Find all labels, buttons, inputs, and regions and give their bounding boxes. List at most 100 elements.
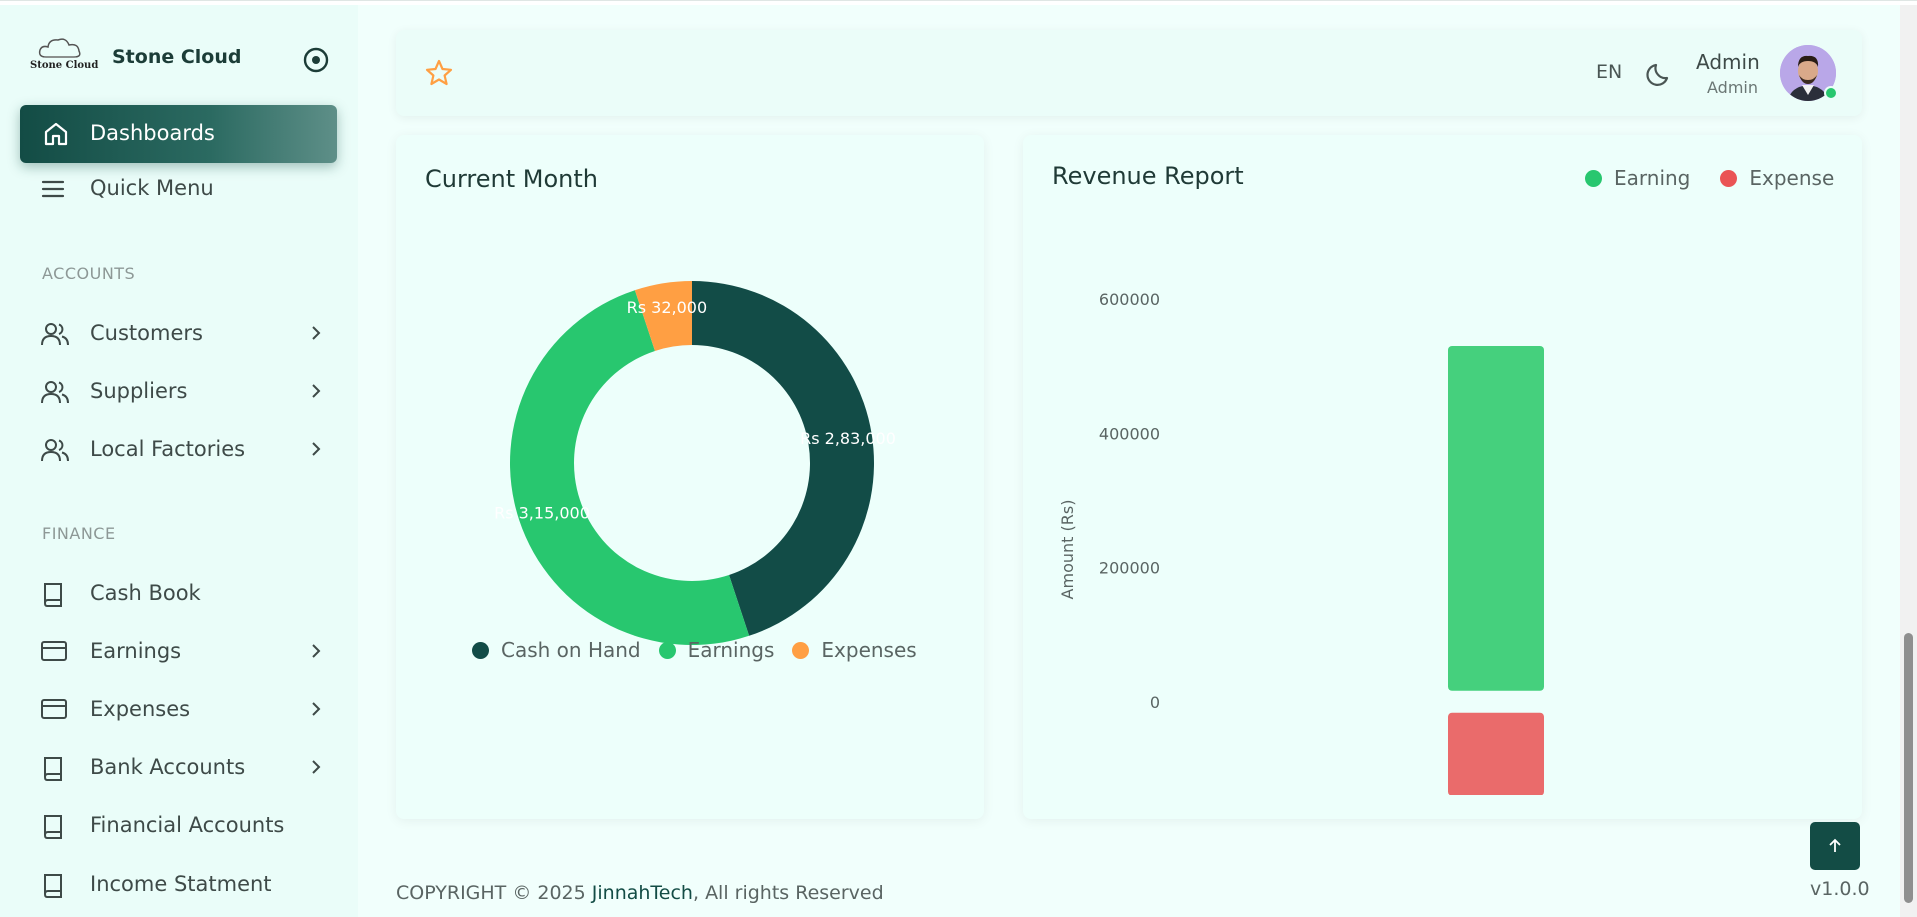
current-month-card: Current Month Rs 2,83,000 Rs 3,15,000 Rs 3… — [396, 135, 984, 819]
legend-dot — [472, 641, 489, 659]
legend-label: Expenses — [821, 638, 917, 662]
chevron-right-icon — [310, 759, 322, 779]
legend-dot — [658, 641, 676, 659]
pin-sidebar-icon[interactable] — [302, 46, 330, 74]
slice-data-label: Rs 2,83,000 — [800, 429, 896, 448]
brand-logo[interactable]: Stone Cloud — [28, 35, 98, 75]
sidebar-item-label: Income Statment — [90, 872, 272, 896]
sidebar: Stone Cloud Stone Cloud Dashboards Quick… — [0, 5, 358, 917]
chevron-right-icon — [310, 441, 322, 461]
users-icon — [40, 379, 70, 409]
section-title-accounts: ACCOUNTS — [42, 264, 136, 283]
legend-item-expense[interactable]: Expense — [1720, 166, 1834, 190]
revenue-legend: Earning Expense — [1585, 166, 1852, 190]
book-icon — [40, 755, 66, 787]
bar-earning[interactable] — [1448, 345, 1544, 691]
section-title-finance: FINANCE — [42, 524, 116, 543]
y-axis-label: Amount (Rs) — [1058, 500, 1077, 600]
sidebar-item-bank-accounts[interactable]: Bank Accounts — [20, 742, 337, 794]
slice-earnings[interactable] — [510, 290, 750, 645]
card-title: Revenue Report — [1052, 162, 1244, 190]
online-status-dot — [1824, 86, 1838, 100]
sidebar-item-label: Quick Menu — [90, 176, 214, 200]
app-version: v1.0.0 — [1810, 878, 1870, 900]
brand-name: Stone Cloud — [112, 46, 242, 68]
legend-label: Expense — [1749, 166, 1835, 190]
legend-dot — [1720, 169, 1738, 187]
moon-icon[interactable] — [1646, 60, 1674, 92]
sidebar-item-label: Dashboards — [90, 121, 215, 145]
sidebar-item-income-statment[interactable]: Income Statment — [20, 859, 337, 911]
sidebar-item-label: Local Factories — [90, 437, 246, 461]
sidebar-item-label: Earnings — [90, 639, 182, 663]
sidebar-item-expenses[interactable]: Expenses — [20, 684, 337, 736]
slice-data-label: Rs 32,000 — [627, 298, 708, 317]
y-tick-label: 0 — [1150, 693, 1160, 712]
logo-text: Stone Cloud — [30, 60, 99, 71]
sidebar-item-earnings[interactable]: Earnings — [20, 626, 337, 678]
arrow-up-icon — [1829, 838, 1841, 852]
legend-label: Earnings — [687, 638, 775, 662]
top-edge — [0, 0, 1917, 5]
users-icon — [40, 321, 70, 351]
y-tick-label: 200000 — [1099, 559, 1160, 578]
slice-data-label: Rs 3,15,000 — [494, 504, 590, 523]
sidebar-item-label: Customers — [90, 321, 203, 345]
chevron-right-icon — [310, 325, 322, 345]
chevron-right-icon — [310, 383, 322, 403]
sidebar-item-cash-book[interactable]: Cash Book — [20, 568, 337, 620]
book-icon — [40, 872, 66, 904]
legend-label: Earning — [1614, 166, 1691, 190]
sidebar-item-label: Financial Accounts — [90, 813, 285, 837]
slice-cash-on-hand[interactable] — [692, 281, 875, 636]
donut-chart: Rs 2,83,000 Rs 3,15,000 Rs 32,000 — [494, 281, 896, 645]
star-icon[interactable] — [424, 58, 454, 92]
chevron-right-icon — [310, 643, 322, 663]
legend-dot — [792, 641, 810, 659]
sidebar-item-quick-menu[interactable]: Quick Menu — [20, 163, 337, 215]
language-switcher[interactable]: EN — [1596, 61, 1623, 83]
book-icon — [40, 581, 66, 613]
book-icon — [40, 813, 66, 845]
legend-dot — [1585, 169, 1602, 187]
copyright-suffix: , All rights Reserved — [692, 882, 884, 904]
scroll-to-top-button[interactable] — [1810, 822, 1860, 870]
sidebar-item-suppliers[interactable]: Suppliers — [20, 366, 337, 418]
card-title: Current Month — [425, 165, 598, 193]
user-role: Admin — [1707, 78, 1758, 97]
sidebar-item-financial-accounts[interactable]: Financial Accounts — [20, 800, 337, 852]
cloud-logo-icon: Stone Cloud — [28, 35, 98, 75]
slice-expenses[interactable] — [634, 281, 692, 351]
scrollbar-thumb[interactable] — [1904, 633, 1913, 903]
sidebar-item-local-factories[interactable]: Local Factories — [20, 424, 337, 476]
bar-expense[interactable] — [1448, 712, 1544, 795]
y-tick-label: 600000 — [1099, 290, 1160, 309]
user-name[interactable]: Admin — [1696, 50, 1760, 74]
card-icon — [40, 697, 68, 725]
sidebar-item-label: Expenses — [90, 697, 191, 721]
legend-item-earnings[interactable]: Earnings — [658, 638, 775, 662]
sidebar-item-customers[interactable]: Customers — [20, 308, 337, 360]
legend-item-expenses[interactable]: Expenses — [792, 638, 917, 662]
copyright-prefix: COPYRIGHT © 2025 — [396, 882, 592, 904]
card-icon — [40, 639, 68, 667]
footer-copyright: COPYRIGHT © 2025 JinnahTech, All rights … — [396, 882, 884, 904]
home-icon — [42, 120, 70, 152]
users-icon — [40, 437, 70, 467]
page-scrollbar[interactable] — [1900, 5, 1917, 917]
avatar[interactable] — [1780, 45, 1836, 101]
sidebar-item-dashboards[interactable]: Dashboards — [20, 105, 337, 163]
legend-label: Cash on Hand — [501, 638, 641, 662]
sidebar-item-label: Cash Book — [90, 581, 201, 605]
company-link[interactable]: JinnahTech — [591, 882, 693, 904]
donut-legend: Cash on Hand Earnings Expenses — [472, 638, 935, 662]
legend-item-earning[interactable]: Earning — [1585, 166, 1690, 190]
chevron-right-icon — [310, 701, 322, 721]
legend-item-cash-on-hand[interactable]: Cash on Hand — [472, 638, 641, 662]
sidebar-item-label: Suppliers — [90, 379, 188, 403]
revenue-report-card: Revenue Report Earning Expense 600000 400… — [1023, 135, 1862, 819]
sidebar-item-label: Bank Accounts — [90, 755, 246, 779]
y-tick-label: 400000 — [1099, 424, 1160, 443]
top-header: EN Admin Admin — [396, 30, 1862, 116]
